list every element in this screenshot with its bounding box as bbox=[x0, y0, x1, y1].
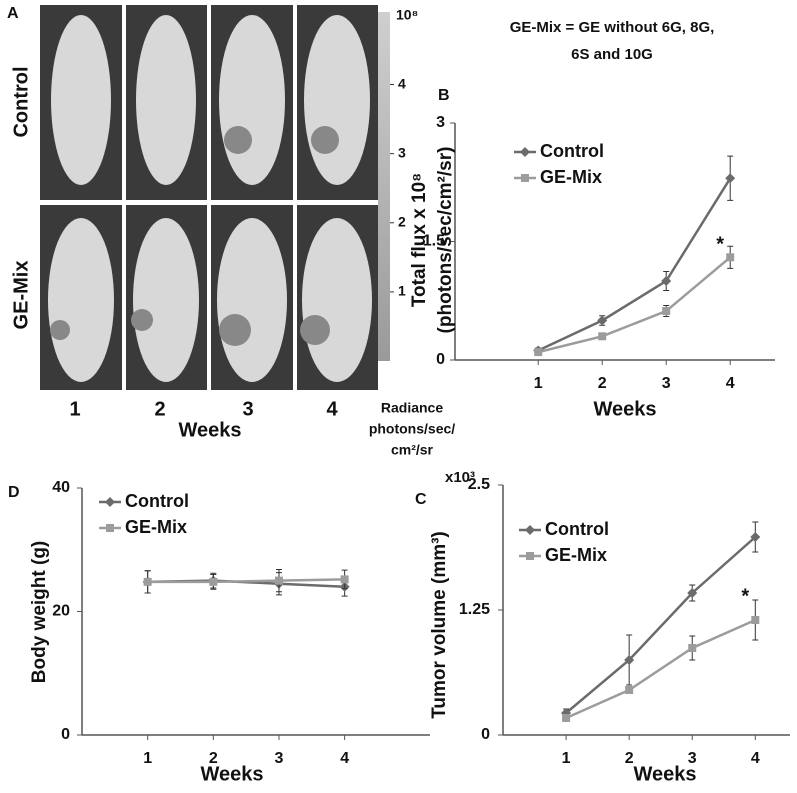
panel-label: C bbox=[415, 491, 427, 508]
x-tick-label: 2 bbox=[625, 750, 634, 767]
marker bbox=[726, 253, 735, 262]
panel-label: D bbox=[8, 484, 20, 501]
colorbar-tick-label: 3 bbox=[398, 144, 406, 160]
series-line bbox=[565, 618, 756, 720]
column-label: 3 bbox=[242, 398, 253, 420]
marker bbox=[534, 348, 543, 357]
y-tick-label: 0 bbox=[61, 726, 70, 743]
colorbar-label: cm²/sr bbox=[391, 442, 434, 458]
marker bbox=[687, 588, 698, 598]
colorbar bbox=[378, 12, 390, 361]
marker bbox=[624, 655, 635, 665]
x-tick-label: 4 bbox=[751, 750, 760, 767]
y-tick-label: 2.5 bbox=[468, 476, 490, 493]
series-line bbox=[537, 256, 732, 354]
y-tick-label: 1.25 bbox=[459, 601, 490, 618]
column-label: 1 bbox=[69, 398, 80, 420]
colorbar-label: Radiance bbox=[381, 400, 443, 416]
y-multiplier: x10³ bbox=[445, 469, 475, 486]
marker bbox=[750, 532, 761, 542]
marker bbox=[751, 616, 760, 624]
column-label: 2 bbox=[154, 398, 165, 420]
column-label: 4 bbox=[326, 398, 338, 420]
x-axis-label: Weeks bbox=[200, 763, 263, 785]
mouse-photos bbox=[40, 5, 378, 390]
y-axis-label: (photons/sec/cm²/sr) bbox=[435, 147, 456, 334]
marker bbox=[209, 577, 218, 586]
marker bbox=[688, 644, 697, 652]
colorbar-unit: 10⁸ bbox=[396, 7, 418, 23]
y-tick-label: 40 bbox=[52, 479, 70, 496]
note: GE-Mix = GE without 6G, 8G, bbox=[510, 19, 715, 36]
panel-label: A bbox=[7, 5, 19, 22]
marker bbox=[340, 575, 349, 584]
x-tick-label: 2 bbox=[209, 750, 218, 767]
series-line bbox=[537, 177, 732, 352]
marker bbox=[662, 307, 671, 316]
y-tick-label: 1.5 bbox=[423, 233, 445, 250]
annotation: * bbox=[716, 234, 724, 256]
marker bbox=[725, 173, 736, 184]
colorbar-tick-label: 1 bbox=[398, 283, 406, 299]
x-axis-label: Weeks bbox=[593, 398, 656, 420]
x-tick-label: 3 bbox=[275, 750, 284, 767]
y-axis-label: Total flux x 10⁸ bbox=[409, 173, 430, 307]
marker bbox=[625, 686, 634, 694]
marker bbox=[526, 552, 534, 560]
y-tick-label: 20 bbox=[52, 603, 70, 620]
row-label: GE-Mix bbox=[10, 261, 32, 330]
y-axis-label: Body weight (g) bbox=[29, 541, 50, 683]
series-line bbox=[565, 536, 757, 714]
marker bbox=[105, 497, 115, 507]
x-tick-label: 1 bbox=[562, 750, 571, 767]
legend-label: GE-Mix bbox=[540, 167, 602, 187]
y-axis-label: Tumor volume (mm³) bbox=[429, 531, 450, 719]
x-tick-label: 2 bbox=[598, 375, 607, 392]
colorbar-tick-label: 4 bbox=[398, 75, 406, 91]
note: 6S and 10G bbox=[571, 46, 653, 63]
x-tick-label: 3 bbox=[688, 750, 697, 767]
marker bbox=[562, 714, 571, 722]
x-tick-label: 4 bbox=[340, 750, 349, 767]
marker bbox=[520, 147, 530, 157]
y-tick-label: 0 bbox=[436, 351, 445, 368]
series-line bbox=[147, 578, 345, 584]
marker bbox=[661, 276, 672, 286]
panel-label: B bbox=[438, 87, 450, 104]
marker bbox=[106, 524, 114, 532]
row-label: Control bbox=[10, 66, 32, 137]
x-tick-label: 1 bbox=[534, 375, 543, 392]
marker bbox=[597, 315, 608, 326]
marker bbox=[598, 332, 607, 341]
legend-label: GE-Mix bbox=[545, 545, 607, 565]
colorbar-label: photons/sec/ bbox=[369, 421, 455, 437]
marker bbox=[521, 174, 529, 182]
legend-label: Control bbox=[125, 491, 189, 511]
marker bbox=[143, 577, 152, 586]
marker bbox=[525, 525, 535, 535]
y-tick-label: 3 bbox=[436, 114, 445, 131]
x-tick-label: 3 bbox=[662, 375, 671, 392]
legend-label: GE-Mix bbox=[125, 517, 187, 537]
x-axis-label: Weeks bbox=[633, 763, 696, 785]
x-tick-label: 4 bbox=[726, 375, 735, 392]
x-tick-label: 1 bbox=[143, 750, 152, 767]
marker bbox=[274, 576, 283, 585]
colorbar-tick-label: 2 bbox=[398, 213, 406, 229]
legend-label: Control bbox=[545, 519, 609, 539]
x-axis-label: Weeks bbox=[178, 419, 241, 441]
annotation: * bbox=[741, 585, 749, 607]
legend-label: Control bbox=[540, 141, 604, 161]
y-tick-label: 0 bbox=[481, 726, 490, 743]
